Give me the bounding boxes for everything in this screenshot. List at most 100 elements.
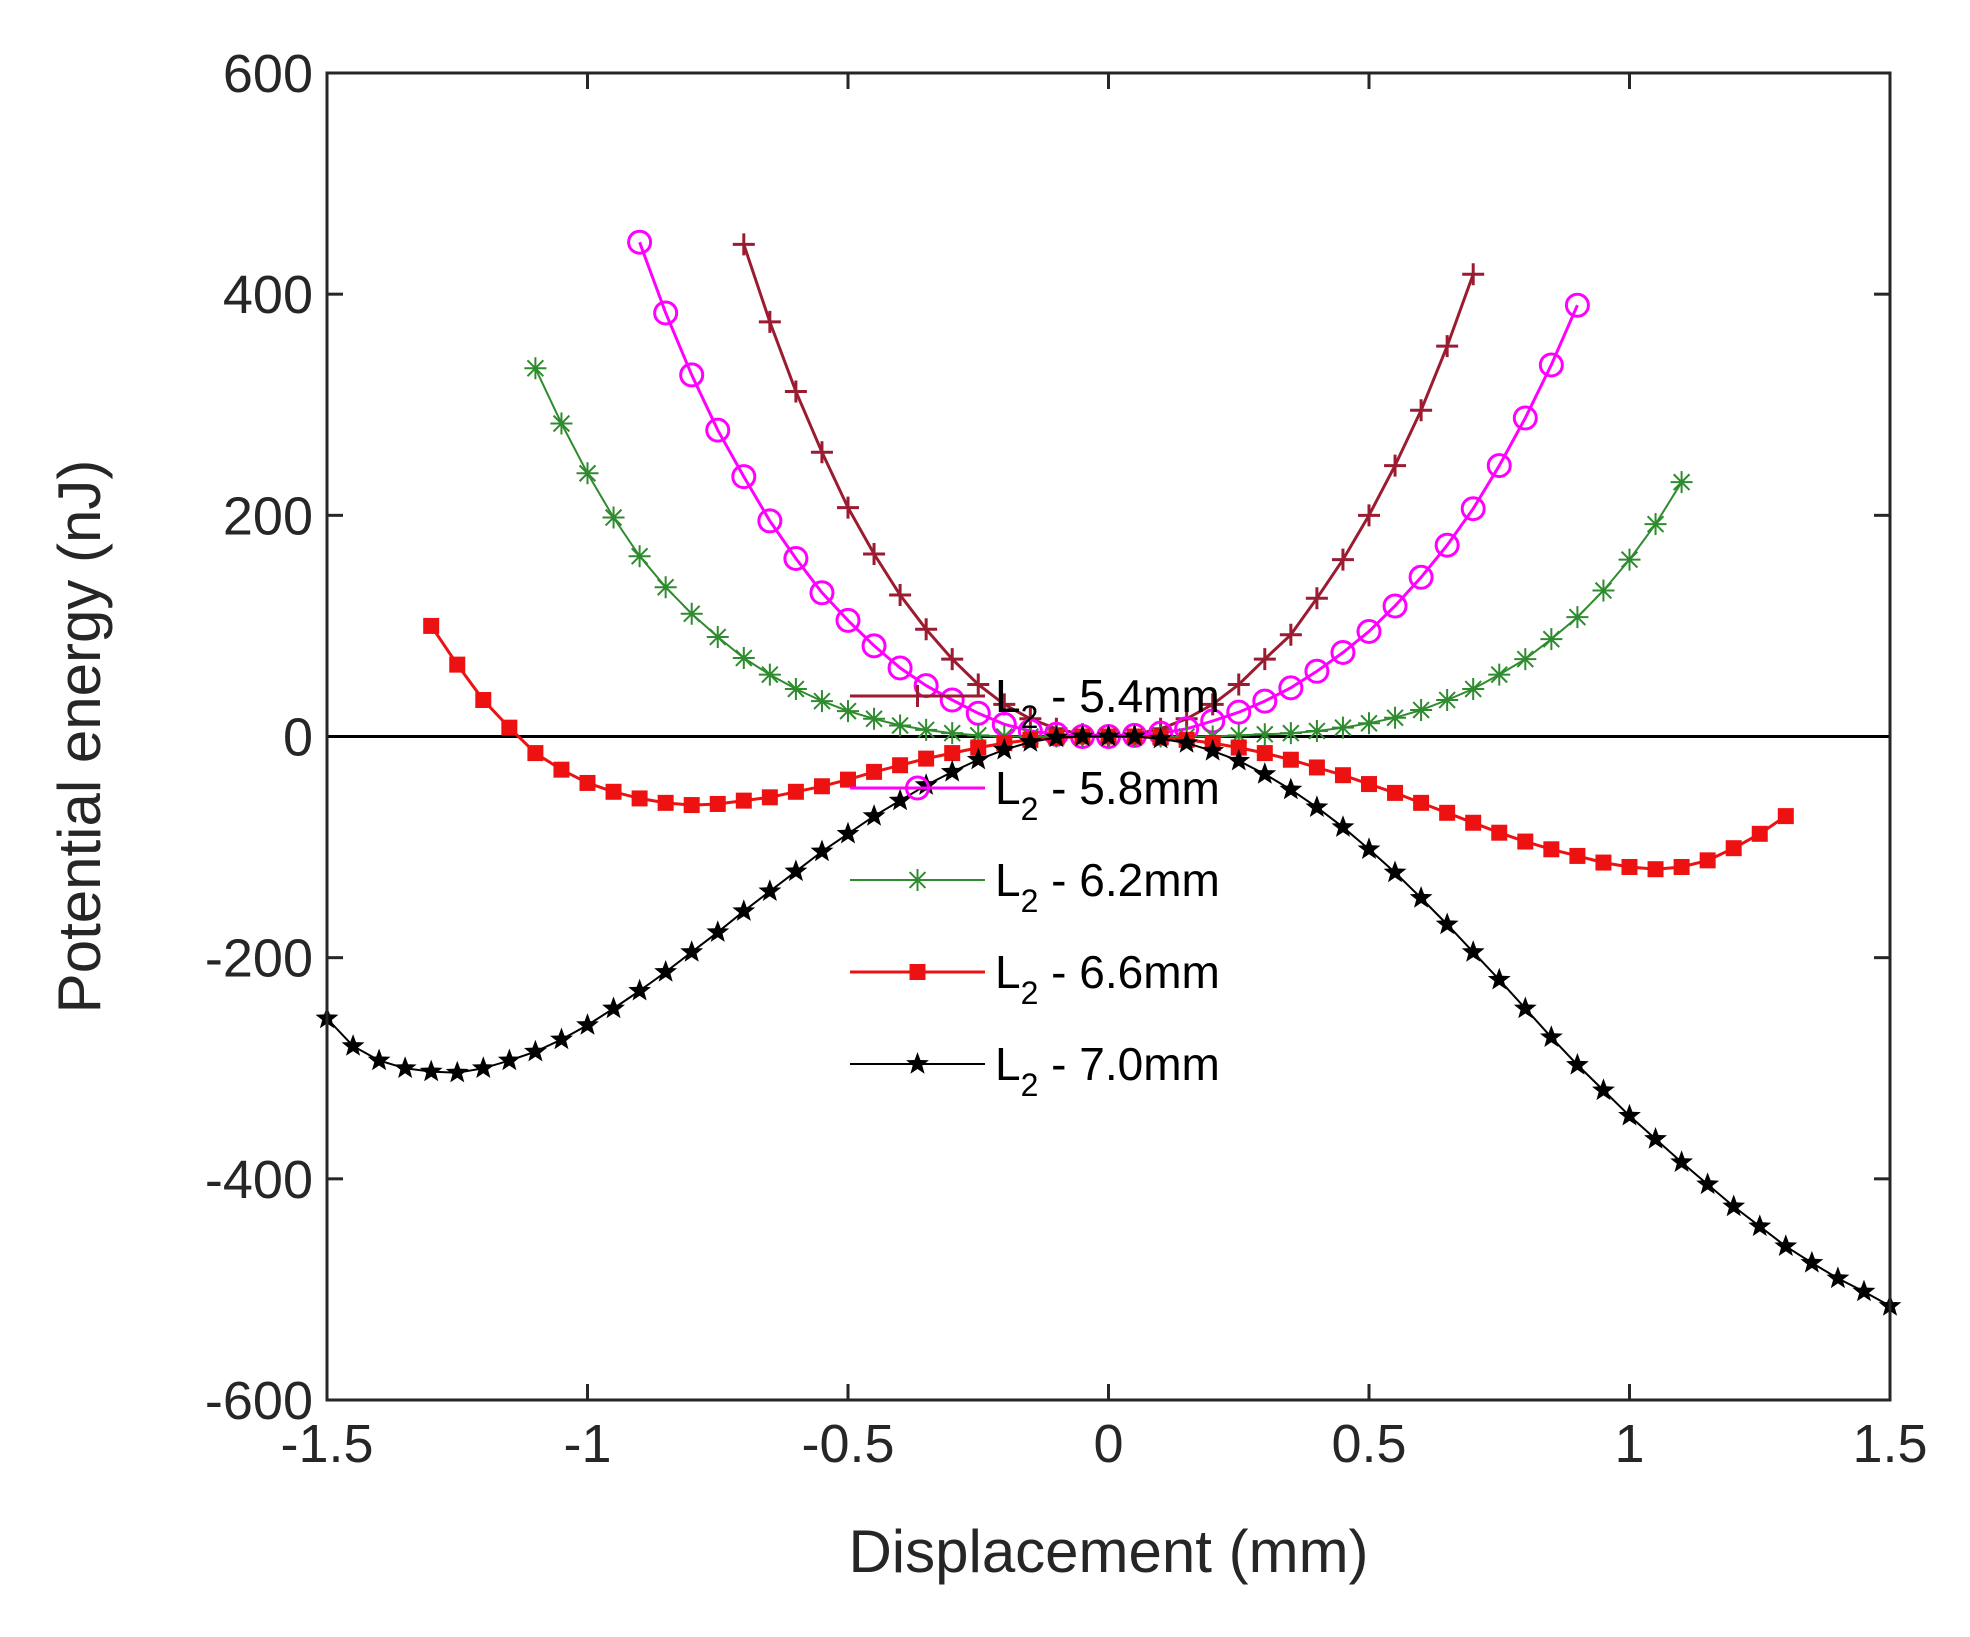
data-point-5.4mm [1227,673,1250,696]
legend-label-rest: - 7.0mm [1038,1038,1219,1090]
data-point-6.2mm [1618,548,1641,571]
data-point-7.0mm [524,1039,547,1062]
data-point-5.8mm [1226,699,1252,725]
data-point-6.6mm [1751,825,1768,842]
x-tick-label: 0.5 [1331,1414,1406,1474]
plot-area-frame [325,71,1892,1402]
data-point-7.0mm [1592,1078,1615,1101]
data-point-5.4mm [837,496,859,519]
data-point-7.0mm [1409,886,1433,908]
data-point-5.8mm [1278,675,1304,701]
data-point-6.2mm [1384,706,1407,729]
data-point-5.4mm [1436,335,1459,358]
data-point-5.8mm [783,545,809,571]
data-point-6.2mm [967,724,990,747]
data-point-5.8mm [1460,496,1486,522]
legend-label-main: L [995,854,1021,906]
data-point-5.8mm [1252,688,1278,714]
data-point-6.2mm [628,545,651,568]
data-point-7.0mm [914,773,938,795]
data-point-5.4mm [1305,587,1328,610]
data-point-5.8mm [757,508,783,534]
data-point-7.0mm [1227,748,1251,771]
data-point-7.0mm [445,1060,469,1083]
data-point-7.0mm [1774,1234,1798,1256]
data-point-5.4mm [1279,623,1302,646]
data-point-5.4mm [1358,504,1380,527]
series-7.0mm [315,724,1902,1316]
data-point-7.0mm [1800,1250,1824,1273]
data-point-5.4mm [758,310,781,333]
data-point-7.0mm [888,788,912,811]
data-point-6.2mm [1436,689,1459,712]
data-point-6.2mm [1331,716,1354,739]
legend-label-5.4mm: L2 - 5.4mm [995,670,1220,735]
data-point-7.0mm [419,1059,443,1082]
data-point-6.6mm [1230,739,1247,756]
data-point-6.6mm [1621,858,1638,875]
legend-label-subscript: 2 [1021,791,1039,827]
data-point-7.0mm [1149,726,1172,749]
legend-entry-7.0mm: L2 - 7.0mm [850,1038,1220,1103]
data-point-5.8mm [679,362,705,388]
data-point-6.6mm [1256,745,1273,762]
data-point-7.0mm [836,821,860,844]
data-point-6.6mm [1569,847,1586,864]
data-point-6.6mm [475,692,492,709]
series-layer [315,229,1902,1316]
data-point-6.6mm [553,761,570,778]
data-point-7.0mm [576,1013,599,1035]
data-point-7.0mm [1018,730,1042,752]
data-point-6.6mm [709,795,726,812]
legend-label-7.0mm: L2 - 7.0mm [995,1038,1220,1103]
data-point-6.6mm [631,790,648,807]
data-point-6.6mm [1725,840,1742,857]
data-point-7.0mm [628,978,651,1001]
data-point-7.0mm [1071,724,1094,747]
legend-entry-6.2mm: L2 - 6.2mm [850,854,1220,919]
data-point-6.2mm [863,707,886,730]
data-point-7.0mm [758,879,782,901]
data-point-5.4mm [993,693,1016,716]
legend-label-main: L [995,1038,1021,1090]
data-point-7.0mm [1566,1052,1589,1075]
data-point-6.6mm [1517,833,1534,850]
legend-label-5.8mm: L2 - 5.8mm [995,762,1220,827]
data-point-7.0mm [1357,837,1381,859]
data-point-6.2mm [654,576,677,599]
data-point-7.0mm [1722,1194,1746,1217]
data-point-6.2mm [1670,471,1693,494]
data-point-5.8mm [731,464,757,490]
data-point-6.6mm [892,757,909,774]
data-point-5.8mm [887,655,913,681]
data-point-6.6mm [605,783,622,800]
data-point-6.6mm [1282,751,1299,768]
data-point-7.0mm [1253,762,1277,784]
series-5.8mm [627,229,1590,749]
data-point-6.6mm [1777,808,1794,825]
x-tick-label: 0 [1093,1414,1123,1474]
data-point-7.0mm [706,920,730,942]
data-point-6.6mm [761,789,778,806]
data-point-7.0mm [810,839,834,862]
data-point-5.4mm [1331,548,1354,571]
data-point-5.8mm [861,633,887,659]
data-point-6.6mm [1439,804,1456,821]
data-point-6.6mm [1308,759,1325,776]
data-point-7.0mm [1696,1172,1720,1195]
data-point-6.2mm [1462,677,1485,700]
data-point-6.2mm [680,602,703,625]
data-point-6.2mm [784,677,807,700]
data-point-6.2mm [1358,712,1380,735]
x-tick-label: 1.5 [1852,1414,1927,1474]
data-point-7.0mm [1331,815,1355,837]
data-point-6.6mm [1699,852,1716,869]
data-point-6.6mm [1543,841,1560,858]
data-point-7.0mm [1513,996,1537,1019]
data-point-6.6mm [1491,824,1508,841]
legend-label-main: L [995,670,1021,722]
data-point-5.4mm [1384,454,1407,477]
data-point-5.4mm [1201,693,1224,716]
